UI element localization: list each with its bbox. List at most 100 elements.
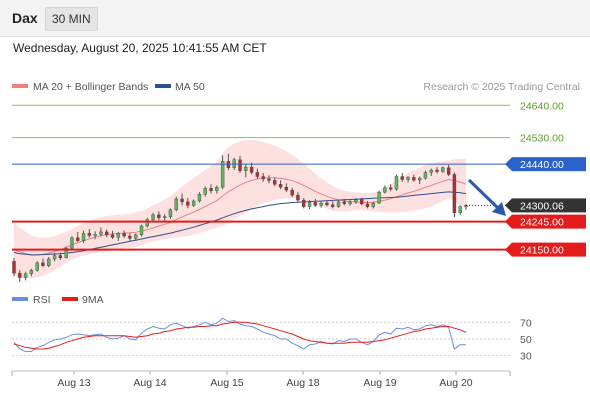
- candle: [267, 175, 271, 184]
- level-tag-24300.06: [512, 198, 586, 213]
- candle: [394, 174, 399, 191]
- level-tag-pointer: [505, 214, 512, 229]
- candle: [423, 170, 428, 180]
- candle: [302, 198, 306, 209]
- candle: [278, 180, 283, 190]
- candle: [168, 208, 173, 219]
- x-tick-label: Aug 19: [363, 377, 396, 389]
- candle: [180, 193, 184, 206]
- candle: [64, 246, 68, 259]
- candle: [365, 200, 370, 209]
- candle: [406, 175, 410, 183]
- level-tag-pointer: [505, 157, 512, 172]
- candle: [371, 201, 375, 209]
- candle: [12, 257, 16, 277]
- candle: [93, 231, 97, 240]
- candle: [197, 192, 202, 203]
- candle: [157, 211, 161, 221]
- candle: [41, 258, 45, 268]
- candle: [110, 230, 115, 239]
- legend-ma20-label: MA 20 + Bollinger Bands: [33, 81, 148, 93]
- candle: [191, 199, 196, 207]
- top-bar: Dax 30 MIN: [0, 0, 590, 37]
- datetime-label: Wednesday, August 20, 2025 10:41:55 AM C…: [13, 41, 267, 55]
- level-label-24440.00: 24440.00: [520, 159, 564, 171]
- level-tag-24245.00: [512, 214, 586, 229]
- symbol-label: Dax: [12, 10, 38, 26]
- candle: [284, 183, 289, 193]
- rsi-tick-50: 50: [520, 334, 532, 346]
- candle: [209, 184, 213, 194]
- candle: [325, 200, 329, 207]
- candle: [452, 172, 457, 218]
- watermark: Research © 2025 Trading Central: [423, 81, 580, 93]
- legend-rsi-label: RSI: [33, 294, 51, 306]
- candle: [35, 261, 39, 272]
- candle: [290, 187, 294, 198]
- candle: [388, 184, 393, 192]
- projection-arrow-head: [492, 202, 506, 216]
- candle: [435, 167, 439, 174]
- candle: [383, 185, 387, 194]
- projection-arrow: [467, 178, 502, 212]
- legend-ma50-swatch: [155, 84, 171, 88]
- candle: [377, 190, 381, 204]
- candle: [76, 231, 80, 243]
- ma20-line: [13, 177, 467, 256]
- candle: [307, 200, 312, 209]
- bollinger-band-area: [14, 140, 466, 279]
- candle: [319, 200, 323, 208]
- x-tick-label: Aug 20: [439, 377, 472, 389]
- x-tick-label: Aug 14: [133, 377, 166, 389]
- level-label-24150.00: 24150.00: [520, 245, 564, 257]
- candle: [215, 185, 219, 194]
- legend-9ma-label: 9MA: [82, 294, 104, 306]
- candle: [105, 229, 109, 238]
- candle: [354, 198, 358, 204]
- candle: [174, 196, 178, 212]
- series-9MA: [13, 321, 467, 350]
- candle: [359, 197, 364, 206]
- candle: [52, 252, 57, 262]
- candle: [342, 198, 347, 206]
- legend-ma50-label: MA 50: [175, 81, 205, 93]
- candle: [23, 271, 28, 281]
- candle: [139, 224, 144, 237]
- candle: [203, 186, 207, 197]
- candle: [58, 252, 63, 260]
- candle: [261, 173, 265, 182]
- candle: [400, 173, 404, 182]
- candle: [244, 164, 248, 178]
- candle: [145, 217, 149, 228]
- candle: [429, 168, 433, 176]
- legend-9ma-swatch: [62, 297, 78, 301]
- x-tick-label: Aug 15: [210, 377, 243, 389]
- candle: [81, 230, 86, 244]
- candle: [186, 198, 190, 209]
- x-tick-label: Aug 13: [57, 377, 90, 389]
- candle: [255, 168, 260, 179]
- candle: [412, 174, 416, 182]
- candle: [336, 200, 341, 208]
- legend-rsi-swatch: [12, 297, 28, 301]
- candle: [273, 177, 277, 187]
- candle: [441, 166, 445, 174]
- timeframe-button[interactable]: 30 MIN: [45, 7, 98, 31]
- candle: [417, 176, 422, 185]
- candle: [446, 164, 451, 176]
- level-label-24245.00: 24245.00: [520, 217, 564, 229]
- x-tick-label: Aug 18: [286, 377, 319, 389]
- candle: [331, 201, 335, 209]
- level-tag-24150.00: [512, 242, 586, 257]
- rsi-tick-30: 30: [520, 351, 532, 363]
- candle: [87, 228, 92, 238]
- candle: [162, 214, 167, 222]
- series-RSI: [13, 317, 466, 352]
- candle: [220, 155, 225, 190]
- level-label-24300.06: 24300.06: [520, 200, 564, 212]
- level-tag-pointer: [505, 198, 512, 213]
- candle: [133, 233, 138, 241]
- candle: [70, 236, 74, 250]
- rsi-tick-70: 70: [520, 317, 532, 329]
